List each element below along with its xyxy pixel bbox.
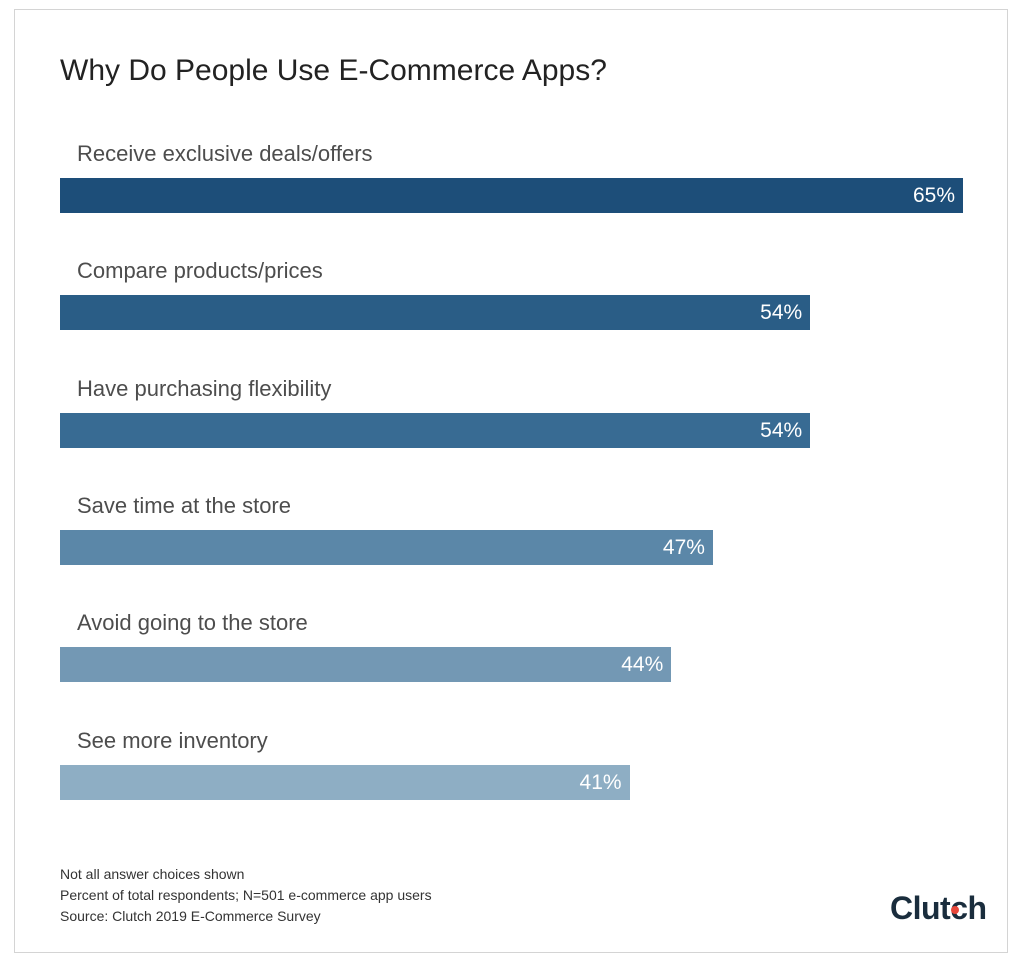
chart-title: Why Do People Use E-Commerce Apps?	[60, 54, 607, 87]
clutch-logo: Clutch	[890, 890, 987, 926]
category-label: Receive exclusive deals/offers	[77, 141, 373, 166]
value-label: 54%	[760, 301, 803, 325]
value-label: 47%	[662, 535, 705, 559]
category-label: Have purchasing flexibility	[77, 375, 332, 401]
category-label: See more inventory	[77, 727, 268, 753]
bar: 54%	[60, 295, 811, 331]
logo-accent-dot	[951, 906, 959, 914]
category-label: Save time at the store	[77, 492, 291, 518]
bar: 44%	[60, 647, 672, 683]
bar: 54%	[60, 412, 811, 448]
footnote-source: Source: Clutch 2019 E-Commerce Survey	[60, 908, 321, 924]
footnote-answer-choices: Not all answer choices shown	[60, 866, 245, 882]
bar: 41%	[60, 764, 630, 800]
category-label: Avoid going to the store	[77, 610, 308, 636]
value-label: 41%	[579, 770, 622, 794]
value-label: 54%	[760, 418, 803, 442]
bar: 65%	[60, 178, 963, 213]
footnote-respondents: Percent of total respondents; N=501 e-co…	[60, 887, 432, 903]
value-label: 44%	[621, 653, 664, 677]
bar: 47%	[60, 529, 713, 565]
category-label: Compare products/prices	[77, 258, 323, 284]
footnotes: Not all answer choices shown Percent of …	[60, 864, 432, 927]
value-label: 65%	[912, 184, 955, 207]
